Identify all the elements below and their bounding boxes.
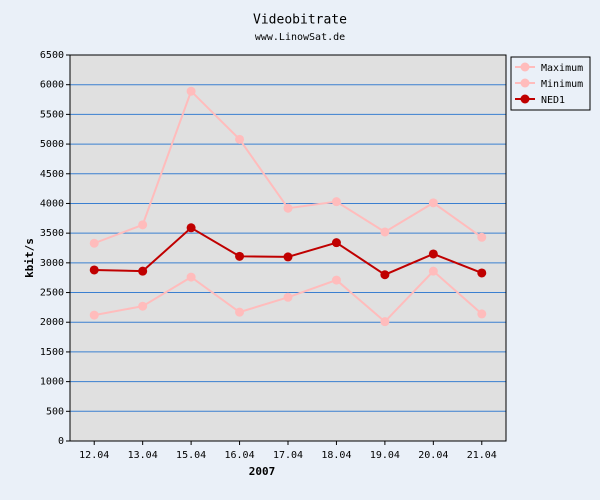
x-tick-label: 19.04: [370, 450, 400, 461]
legend-label: Minimum: [541, 79, 583, 90]
data-point: [380, 227, 390, 237]
y-tick-label: 2000: [40, 317, 64, 328]
legend-marker: [520, 78, 530, 88]
x-axis-label: 2007: [249, 465, 276, 478]
data-point: [89, 310, 99, 320]
x-tick-label: 17.04: [273, 450, 303, 461]
plot-area: [70, 55, 506, 441]
y-tick-label: 500: [46, 406, 64, 417]
data-point: [428, 266, 438, 276]
data-point: [283, 252, 293, 262]
data-point: [380, 270, 390, 280]
data-point: [477, 268, 487, 278]
data-point: [186, 272, 196, 282]
y-tick-label: 2500: [40, 288, 64, 299]
y-axis-label: kbit/s: [23, 238, 36, 278]
data-point: [138, 266, 148, 276]
y-tick-label: 0: [58, 436, 64, 447]
legend-label: Maximum: [541, 63, 583, 74]
data-point: [428, 249, 438, 259]
data-point: [138, 301, 148, 311]
data-point: [331, 238, 341, 248]
data-point: [138, 220, 148, 230]
data-point: [331, 197, 341, 207]
y-tick-label: 5500: [40, 109, 64, 120]
y-tick-label: 6000: [40, 80, 64, 91]
y-tick-label: 3000: [40, 258, 64, 269]
x-tick-label: 13.04: [128, 450, 158, 461]
data-point: [477, 309, 487, 319]
x-tick-label: 16.04: [225, 450, 255, 461]
x-tick-label: 21.04: [467, 450, 497, 461]
data-point: [477, 232, 487, 242]
legend-marker: [520, 94, 530, 104]
data-point: [235, 307, 245, 317]
data-point: [283, 292, 293, 302]
y-tick-label: 4000: [40, 198, 64, 209]
data-point: [380, 317, 390, 327]
data-point: [331, 275, 341, 285]
y-tick-label: 4500: [40, 169, 64, 180]
x-tick-label: 20.04: [418, 450, 448, 461]
x-tick-label: 18.04: [321, 450, 351, 461]
data-point: [89, 238, 99, 248]
legend-label: NED1: [541, 95, 565, 106]
chart-subtitle: www.LinowSat.de: [255, 32, 345, 43]
data-point: [235, 134, 245, 144]
y-tick-label: 5000: [40, 139, 64, 150]
data-point: [428, 198, 438, 208]
data-point: [235, 251, 245, 261]
y-tick-label: 3500: [40, 228, 64, 239]
y-tick-label: 6500: [40, 50, 64, 61]
data-point: [89, 265, 99, 275]
data-point: [186, 223, 196, 233]
legend-marker: [520, 62, 530, 72]
x-tick-label: 12.04: [79, 450, 109, 461]
y-tick-label: 1500: [40, 347, 64, 358]
data-point: [283, 203, 293, 213]
chart-title: Videobitrate: [253, 13, 347, 28]
y-tick-label: 1000: [40, 377, 64, 388]
x-tick-label: 15.04: [176, 450, 206, 461]
data-point: [186, 86, 196, 96]
